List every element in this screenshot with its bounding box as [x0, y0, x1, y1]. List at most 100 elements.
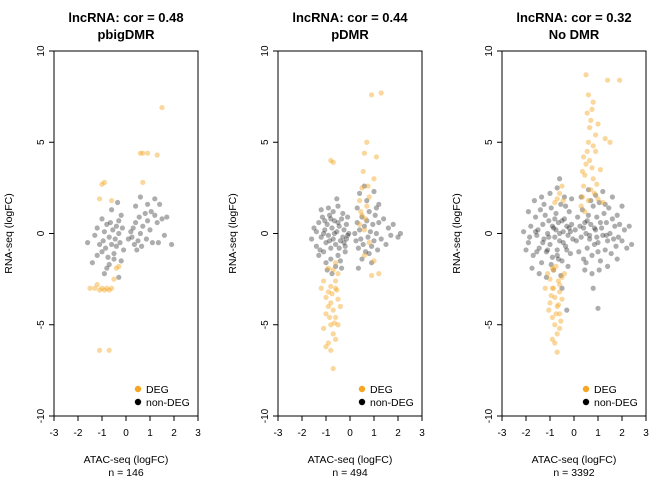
deg-point: [595, 196, 601, 202]
non-deg-point: [355, 265, 361, 271]
y-axis-label: RNA-seq (logFC): [3, 193, 15, 274]
non-deg-point: [605, 238, 611, 244]
x-tick-label: -3: [498, 428, 507, 439]
non-deg-point: [317, 247, 323, 253]
non-deg-point: [99, 216, 105, 222]
y-tick-label: 10: [36, 45, 47, 57]
deg-point: [358, 209, 364, 215]
non-deg-point: [557, 230, 563, 237]
non-deg-point: [366, 209, 372, 215]
deg-point: [547, 276, 553, 282]
non-deg-point: [621, 227, 628, 233]
non-deg-point: [309, 236, 315, 242]
non-deg-point: [107, 219, 113, 226]
deg-point: [584, 148, 590, 154]
non-deg-point: [609, 216, 616, 222]
non-deg-point: [546, 234, 552, 240]
deg-point: [558, 318, 564, 324]
legend-label: DEG: [146, 384, 169, 396]
non-deg-point: [371, 238, 377, 244]
x-tick-label: 3: [195, 428, 201, 439]
y-tick-label: -10: [36, 408, 47, 423]
deg-point: [578, 203, 584, 209]
non-deg-point: [321, 230, 327, 237]
plot-frame: [53, 50, 199, 417]
non-deg-point: [92, 232, 98, 238]
deg-point: [363, 216, 369, 222]
non-deg-point: [105, 254, 111, 260]
non-deg-point: [534, 249, 540, 255]
non-deg-point: [543, 274, 550, 280]
deg-point: [595, 121, 601, 127]
deg-point: [104, 285, 110, 291]
non-deg-point: [554, 185, 560, 191]
y-tick-label: 5: [36, 139, 47, 145]
non-deg-point: [629, 241, 635, 248]
deg-point: [549, 265, 556, 271]
non-deg-point: [589, 271, 595, 277]
non-deg-point: [543, 249, 550, 255]
non-deg-point: [148, 209, 154, 215]
non-deg-point: [558, 272, 564, 279]
non-deg-point: [584, 218, 590, 224]
deg-point: [560, 198, 566, 204]
deg-point: [325, 289, 331, 295]
deg-point: [602, 136, 608, 142]
series-non-deg: [309, 183, 403, 277]
non-deg-point: [397, 230, 403, 237]
non-deg-point: [352, 230, 358, 237]
non-deg-point: [129, 234, 135, 240]
non-deg-point: [545, 230, 551, 237]
y-tick-label: -5: [260, 320, 271, 329]
deg-point: [373, 154, 379, 160]
deg-point: [337, 303, 343, 310]
non-deg-point: [155, 240, 161, 246]
non-deg-point: [569, 221, 575, 227]
non-deg-point: [395, 234, 401, 240]
non-deg-point: [335, 203, 341, 209]
deg-point: [328, 300, 334, 306]
deg-point: [559, 296, 565, 302]
deg-point: [137, 150, 143, 156]
non-deg-point: [316, 252, 322, 258]
non-deg-point: [565, 232, 571, 238]
deg-point: [547, 300, 553, 306]
non-deg-point: [335, 219, 341, 226]
non-deg-point: [564, 247, 570, 253]
deg-point: [92, 285, 98, 291]
non-deg-point: [109, 241, 115, 248]
non-deg-point: [581, 256, 587, 262]
deg-point: [321, 278, 327, 284]
deg-point: [600, 199, 606, 206]
non-deg-point: [595, 249, 601, 255]
deg-point: [546, 307, 552, 313]
non-deg-point: [564, 223, 570, 229]
non-deg-point: [357, 190, 363, 196]
non-deg-point: [313, 229, 319, 235]
x-tick-label: -2: [298, 428, 307, 439]
deg-point: [333, 336, 339, 342]
x-axis-label: ATAC-seq (logFC): [84, 454, 169, 466]
non-deg-point: [530, 252, 536, 258]
non-deg-point: [324, 267, 330, 273]
non-deg-point: [157, 201, 163, 207]
non-deg-point: [128, 229, 134, 235]
non-deg-point: [103, 245, 109, 251]
x-tick-label: 1: [147, 428, 153, 439]
deg-point: [109, 285, 115, 291]
deg-point: [371, 176, 377, 182]
deg-point: [593, 132, 599, 138]
deg-point: [328, 322, 334, 328]
non-deg-point: [346, 230, 352, 237]
deg-point: [557, 311, 563, 317]
non-deg-point: [539, 260, 545, 266]
non-deg-point: [567, 250, 574, 257]
x-tick-label: -2: [522, 428, 531, 439]
deg-point: [579, 168, 586, 175]
x-tick-label: 2: [395, 428, 401, 439]
legend-marker-deg: [134, 385, 142, 393]
non-deg-point: [376, 201, 382, 207]
non-deg-point: [140, 223, 146, 229]
non-deg-point: [318, 207, 324, 213]
deg-point: [554, 349, 560, 355]
